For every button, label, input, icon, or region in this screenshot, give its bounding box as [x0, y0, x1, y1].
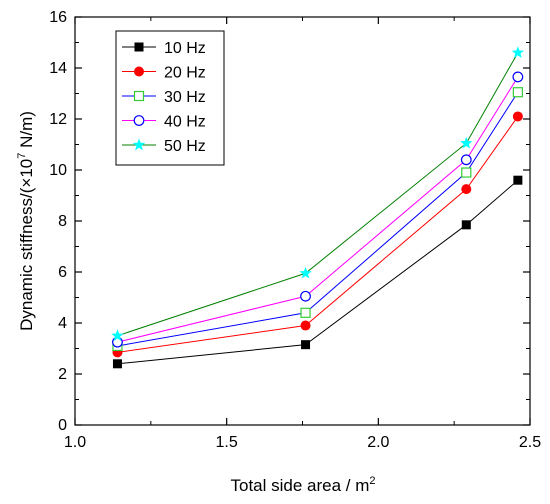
data-point [512, 111, 523, 122]
data-point [300, 307, 311, 318]
legend-entry: 40 Hz [122, 114, 206, 131]
data-point [512, 71, 524, 83]
y-tick-label: 16 [49, 9, 67, 26]
y-tick-label: 2 [58, 366, 67, 383]
series-layer [111, 46, 525, 369]
x-axis-title: Total side area / m2 [230, 475, 375, 495]
legend-entry: 30 Hz [122, 89, 206, 106]
data-point [112, 359, 122, 369]
series-line [117, 76, 519, 343]
x-tick-label: 2.0 [367, 434, 389, 451]
data-point [300, 290, 311, 302]
series-4 [111, 46, 525, 342]
y-tick-label: 10 [49, 162, 67, 179]
y-tick-label: 6 [58, 264, 67, 281]
data-point [112, 336, 123, 348]
data-point [461, 167, 472, 178]
data-point [133, 90, 145, 102]
data-point [299, 266, 312, 279]
series-0 [112, 175, 523, 369]
legend-label: 30 Hz [164, 89, 206, 106]
data-point [513, 175, 523, 185]
y-tick-label: 12 [49, 111, 67, 128]
data-point [133, 115, 145, 126]
data-point [460, 136, 473, 149]
series-line [117, 91, 519, 347]
series-line [117, 116, 519, 353]
legend-entry: 20 Hz [122, 65, 206, 82]
data-point [111, 329, 124, 342]
data-point [461, 184, 472, 195]
series-line [117, 179, 519, 365]
data-point [301, 340, 311, 350]
x-tick-label: 1.0 [64, 434, 86, 451]
legend-entry: 10 Hz [122, 40, 206, 57]
legend-label: 20 Hz [164, 65, 206, 82]
data-point [300, 320, 311, 331]
data-point [134, 66, 144, 77]
data-point [460, 154, 472, 166]
data-point [511, 46, 525, 58]
y-tick-label: 0 [58, 417, 67, 434]
legend-entry: 50 Hz [122, 138, 206, 155]
legend-label: 10 Hz [164, 40, 206, 57]
legend: 10 Hz 20 Hz 30 Hz 40 Hz 50 Hz [115, 30, 225, 166]
x-tick-label: 2.5 [519, 434, 541, 451]
y-tick-label: 14 [49, 60, 67, 77]
series-line [117, 52, 519, 337]
y-tick-label: 4 [58, 315, 67, 332]
y-tick-label: 8 [58, 213, 67, 230]
data-point [134, 42, 144, 52]
data-point [461, 220, 471, 230]
y-axis-title: Dynamic stiffness/(×107 N/m) [16, 111, 36, 331]
data-point [132, 138, 146, 151]
data-point [512, 87, 523, 98]
legend-label: 40 Hz [164, 114, 206, 131]
axis-ticks: 1.0 1.5 2.0 2.5 0 2 4 6 8 10 12 14 16 [49, 9, 541, 451]
x-tick-label: 1.5 [216, 434, 238, 451]
legend-label: 50 Hz [164, 138, 206, 155]
